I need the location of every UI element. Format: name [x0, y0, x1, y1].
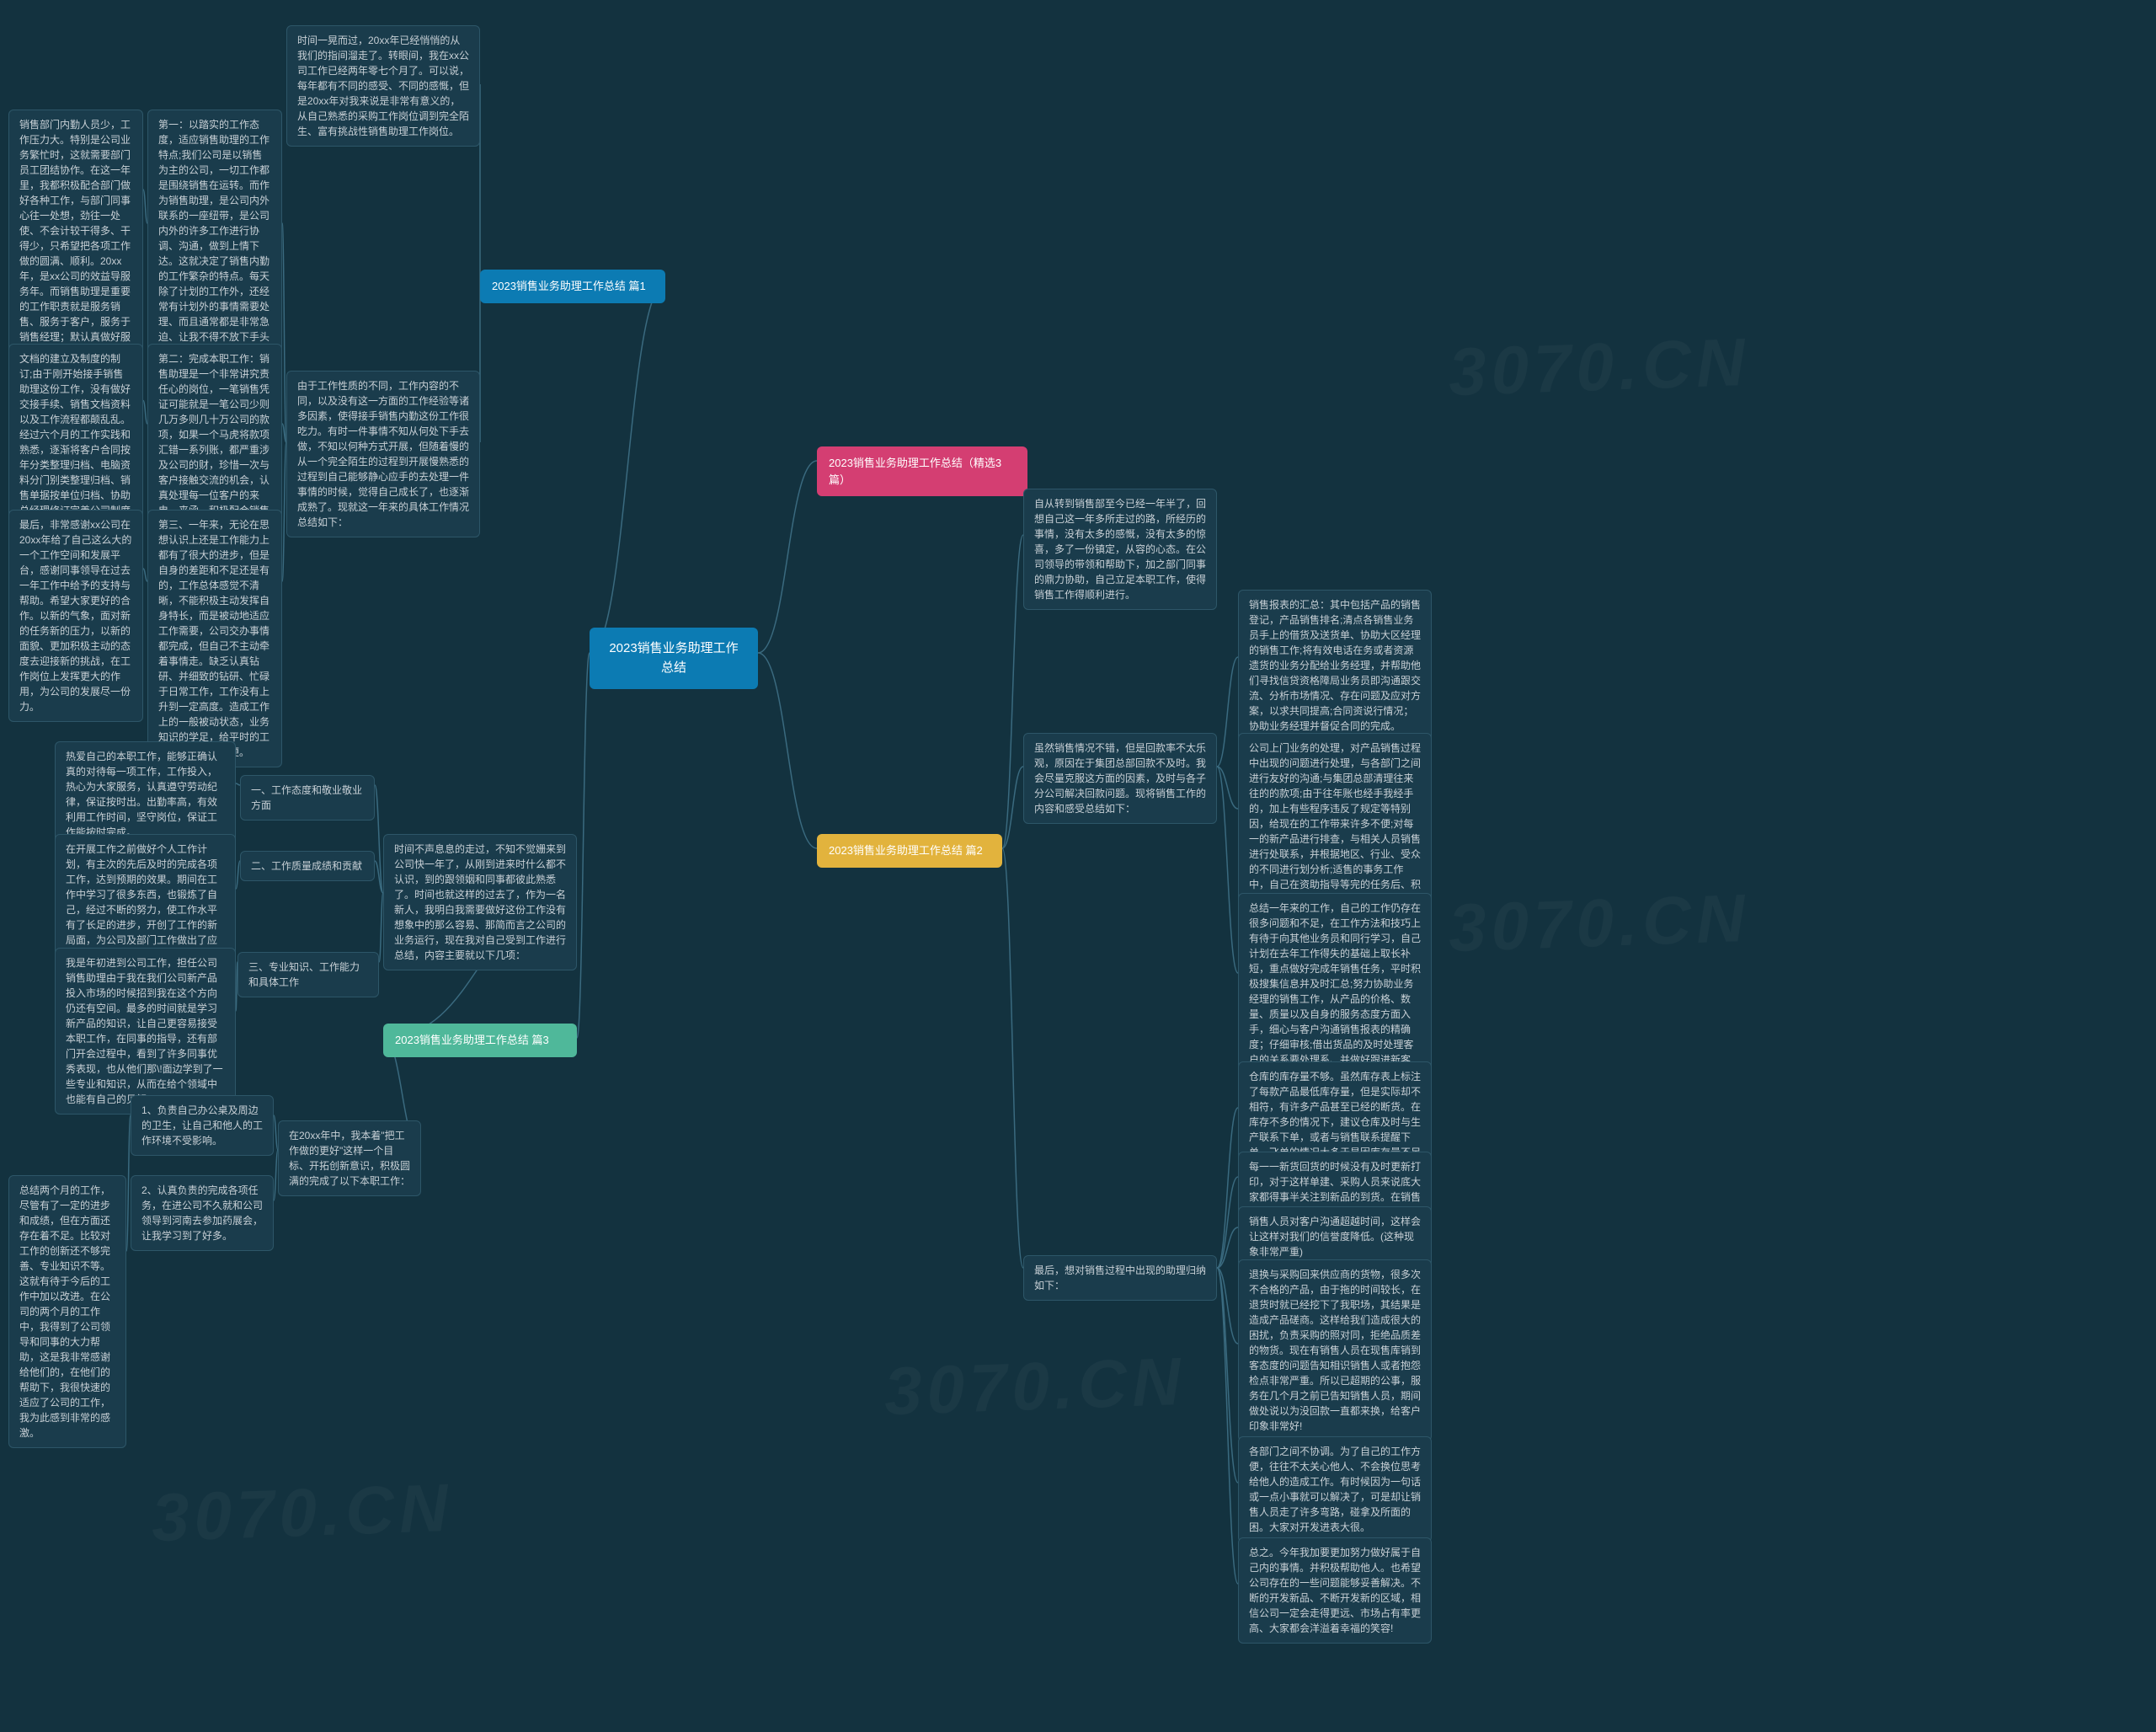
sub-b4-0-0: 一、工作态度和敬业敬业方面 — [240, 775, 375, 821]
leaf-b1-1: 由于工作性质的不同，工作内容的不同，以及没有这一方面的工作经验等诸多因素，使得接… — [286, 371, 480, 537]
mindmap-canvas: 2023销售业务助理工作总结 2023销售业务助理工作总结 篇1 时间一晃而过，20… — [0, 0, 2156, 1732]
root-node[interactable]: 2023销售业务助理工作总结 — [590, 628, 758, 689]
sub-b4-0-1: 二、工作质量成绩和贡献 — [240, 851, 375, 881]
leaf-b4-0: 时间不声息息的走过，不知不觉姗来到公司快一年了，从刚到进来时什么都不认识，到的跟… — [383, 834, 577, 970]
sub-b4-1-0: 1、负责自己办公桌及周边的卫生，让自己和他人的工作环境不受影响。 — [131, 1095, 274, 1156]
sub-b3-1-0: 销售报表的汇总：其中包括产品的销售登记，产品销售排名;清点各销售业务员手上的借货… — [1238, 590, 1432, 741]
leaf-b4-1: 在20xx年中，我本着"把工作做的更好"这样一个目标、开拓创新意识，积极圆满的完… — [278, 1120, 421, 1196]
watermark: 3070.CN — [883, 1343, 1187, 1430]
branch-b1[interactable]: 2023销售业务助理工作总结 篇1 — [480, 270, 665, 303]
watermark: 3070.CN — [1448, 879, 1752, 967]
subB-b4-1-0: 总结两个月的工作，尽管有了一定的进步和成绩，但在方面还存在着不足。比较对工作的创… — [8, 1175, 126, 1448]
sub-b4-1-1: 2、认真负责的完成各项任务，在进公司不久就和公司领导到河南去参加药展会，让我学习… — [131, 1175, 274, 1251]
watermark: 3070.CN — [1448, 323, 1752, 411]
sub-b3-2-3: 退换与采购回来供应商的货物，很多次不合格的产品，由于拖的时间较长，在退货时就已经… — [1238, 1259, 1432, 1441]
sub2-b4-0-0-0: 热爱自己的本职工作，能够正确认真的对待每一项工作，工作投入，热心为大家服务，认真… — [55, 741, 236, 847]
leaf-b3-0: 自从转到销售部至今已经一年半了，回想自己这一年多所走过的路，所经历的事情，没有太… — [1023, 489, 1217, 610]
sub-b3-2-5: 总之。今年我加要更加努力做好属于自己内的事情。并积极帮助他人。也希望公司存在的一… — [1238, 1537, 1432, 1644]
watermark: 3070.CN — [151, 1469, 455, 1557]
sub-b1-1-2: 第三、一年来，无论在思想认识上还是工作能力上都有了很大的进步，但是自身的差距和不… — [147, 510, 282, 767]
subB-b1-1-2: 最后，非常感谢xx公司在20xx年给了自己这么大的一个工作空间和发展平台，感谢同… — [8, 510, 143, 722]
leaf-b3-1: 虽然销售情况不错，但是回款率不太乐观，原因在于集团总部回款不及时。我会尽量克服这… — [1023, 733, 1217, 824]
sub-b3-2-2: 销售人员对客户沟通超越时间，这样会让这样对我们的信誉度降低。(这种现象非常严重) — [1238, 1206, 1432, 1267]
branch-b3[interactable]: 2023销售业务助理工作总结 篇2 — [817, 834, 1002, 868]
sub2-b4-0-2-0: 我是年初进到公司工作，担任公司销售助理由于我在我们公司新产品投入市场的时候招到我… — [55, 948, 236, 1115]
branch-b4[interactable]: 2023销售业务助理工作总结 篇3 — [383, 1024, 577, 1057]
sub-b4-0-2: 三、专业知识、工作能力和具体工作 — [237, 952, 379, 997]
leaf-b1-0: 时间一晃而过，20xx年已经悄悄的从我们的指间溜走了。转眼间，我在xx公司工作已… — [286, 25, 480, 147]
sub-b3-2-4: 各部门之间不协调。为了自己的工作方便，往往不太关心他人、不会换位思考给他人的造成… — [1238, 1436, 1432, 1542]
branch-b2[interactable]: 2023销售业务助理工作总结（精选3篇） — [817, 446, 1027, 496]
leaf-b3-2: 最后，想对销售过程中出现的助理归纳如下： — [1023, 1255, 1217, 1301]
